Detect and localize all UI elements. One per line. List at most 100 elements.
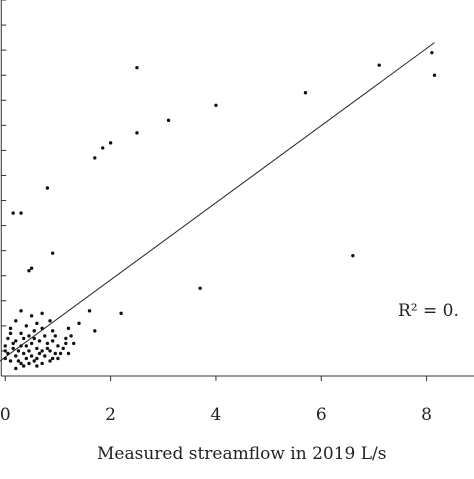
data-point-66 [16,359,21,363]
data-point-35 [19,331,23,336]
data-point-18 [198,286,202,290]
data-point-46 [61,346,65,351]
data-point-42 [29,341,34,346]
data-point-15 [29,266,34,270]
x-tick-label-4: 8 [421,405,432,425]
data-point-87 [69,334,73,338]
data-point-44 [45,341,50,346]
data-point-13 [19,211,23,215]
data-point-70 [48,359,52,363]
data-point-43 [37,339,42,343]
data-point-38 [53,334,57,338]
data-point-82 [8,331,13,336]
data-point-53 [48,349,52,353]
data-point-21 [77,321,81,326]
data-point-28 [29,314,34,318]
data-points [3,50,437,371]
data-point-5 [214,103,218,107]
data-point-49 [19,344,23,348]
data-point-52 [40,349,44,353]
data-point-7 [135,131,139,135]
data-point-14 [50,251,55,255]
data-point-29 [40,311,44,316]
data-point-78 [64,341,68,346]
data-point-25 [64,336,68,341]
data-point-9 [101,146,105,150]
data-point-74 [37,351,42,356]
data-point-83 [40,326,44,331]
data-point-68 [32,359,36,363]
data-point-33 [48,319,52,323]
data-point-79 [16,349,21,353]
data-point-69 [40,361,44,366]
data-point-86 [14,366,18,371]
data-point-50 [27,349,31,353]
data-point-64 [56,356,60,361]
data-point-26 [72,341,76,346]
data-point-1 [377,63,381,67]
r-squared-annotation: R² = 0. [398,301,459,321]
data-point-40 [14,339,18,343]
data-point-41 [22,336,26,341]
data-point-51 [35,346,39,351]
y-axis-ticks [1,0,7,352]
data-point-67 [24,356,29,361]
data-point-10 [93,156,97,160]
data-point-48 [11,346,15,351]
data-point-61 [35,356,39,361]
data-point-11 [45,186,50,190]
data-point-19 [87,309,92,313]
data-point-59 [22,351,26,356]
data-point-27 [19,309,23,313]
x-tick-label-2: 4 [211,405,222,425]
data-point-32 [24,324,29,328]
data-point-80 [32,336,36,341]
x-tick-label-3: 6 [316,405,327,425]
data-point-31 [35,321,39,326]
data-point-56 [66,351,71,356]
data-point-6 [166,118,171,123]
data-point-30 [14,319,18,323]
data-point-71 [19,361,23,366]
data-point-72 [27,361,31,366]
data-point-16 [27,269,31,273]
data-point-81 [50,339,55,343]
data-point-0 [135,65,139,70]
data-point-17 [351,253,355,258]
data-point-24 [50,329,55,333]
x-axis-label: Measured streamflow in 2019 L/s [97,444,386,464]
data-point-37 [43,334,47,338]
trendline [0,42,435,362]
data-point-57 [6,351,10,356]
data-point-2 [430,50,434,55]
data-point-85 [35,364,39,368]
data-point-89 [3,349,7,353]
x-tick-label-0: 0 [0,405,11,425]
data-point-84 [22,364,26,368]
data-point-75 [11,341,15,346]
x-tick-label-1: 2 [105,405,116,425]
data-point-8 [108,141,113,145]
data-point-88 [27,334,31,338]
data-point-45 [56,344,60,348]
data-point-3 [432,73,437,77]
data-point-63 [50,356,55,361]
data-point-62 [43,354,47,358]
data-point-23 [93,329,97,333]
data-point-12 [11,211,15,215]
data-point-65 [8,359,13,363]
x-axis-ticks: 0 2 4 6 8 [0,376,432,425]
data-point-58 [14,354,18,358]
data-point-39 [6,336,10,341]
data-point-4 [303,91,308,95]
data-point-77 [45,346,50,351]
data-point-47 [3,344,7,348]
data-point-34 [8,326,13,331]
data-point-20 [119,311,123,316]
data-point-54 [53,351,57,356]
data-point-76 [24,344,29,348]
data-point-73 [3,356,7,361]
data-point-60 [29,354,34,358]
